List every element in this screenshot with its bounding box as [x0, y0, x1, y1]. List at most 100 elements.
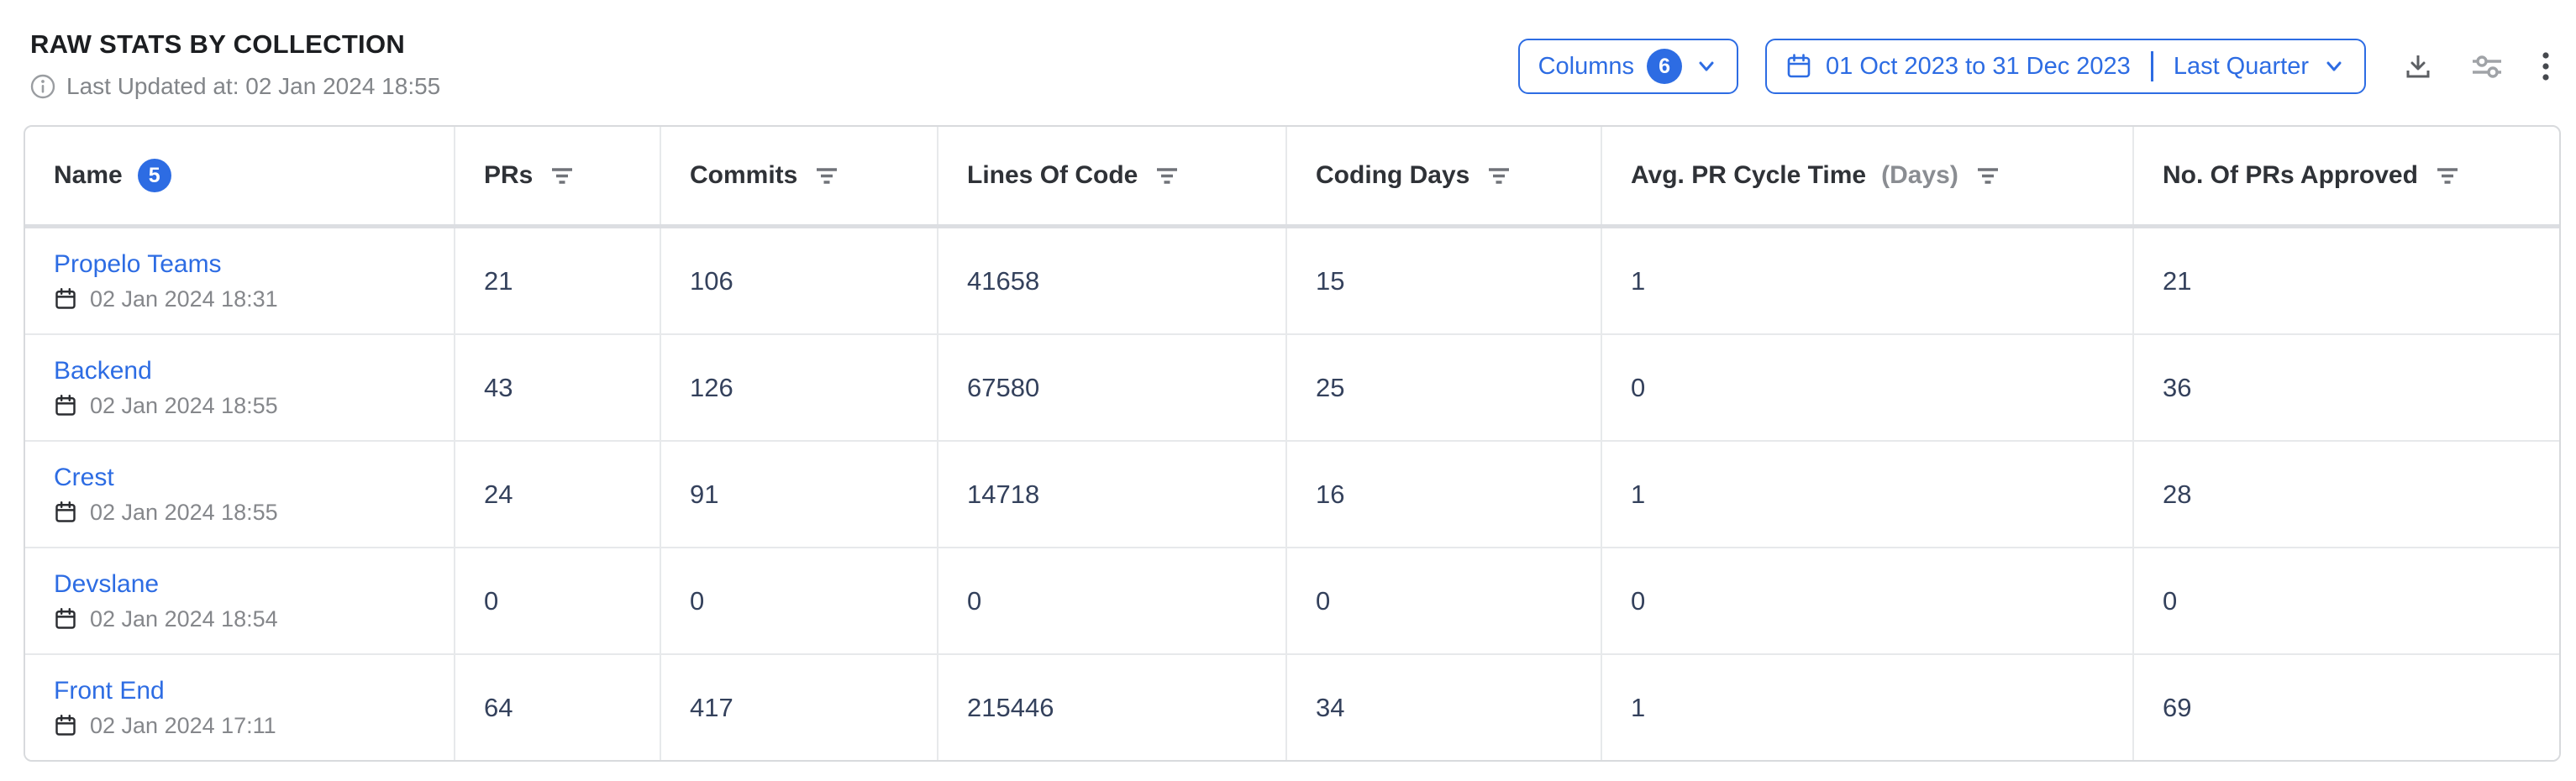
- collection-link[interactable]: Crest: [54, 463, 114, 491]
- column-label: Lines Of Code: [967, 161, 1138, 190]
- table-row: Devslane 02 Jan 2024 18:54 0 0 0 0 0 0: [25, 548, 2559, 656]
- table-body: Propelo Teams 02 Jan 2024 18:31 21 106 41658…: [25, 228, 2559, 761]
- collection-cell: Propelo Teams 02 Jan 2024 18:31: [25, 228, 455, 334]
- column-label-suffix: (Days): [1881, 161, 1958, 190]
- filter-icon[interactable]: [2433, 164, 2462, 187]
- cell-value: 41658: [967, 265, 1040, 296]
- cell-value: 0: [967, 585, 982, 616]
- column-label: Name: [54, 161, 123, 190]
- cell-value: 36: [2163, 372, 2192, 402]
- cell-no-of-prs-approved: 36: [2134, 335, 2559, 440]
- cell-prs: 64: [455, 655, 661, 761]
- cell-avg-pr-cycle-time: 0: [1602, 548, 2134, 654]
- cell-value: 64: [484, 692, 513, 722]
- filter-icon[interactable]: [1974, 164, 2002, 187]
- collection-link[interactable]: Front End: [54, 676, 165, 705]
- cell-prs: 0: [455, 548, 661, 654]
- collection-link[interactable]: Propelo Teams: [54, 249, 222, 278]
- column-label: PRs: [484, 161, 534, 190]
- calendar-icon: [54, 501, 77, 524]
- cell-lines-of-code: 0: [938, 548, 1287, 654]
- row-updated-text: 02 Jan 2024 17:11: [90, 712, 276, 738]
- cell-value: 0: [690, 585, 705, 616]
- cell-value: 69: [2163, 692, 2192, 722]
- cell-value: 16: [1316, 479, 1345, 509]
- cell-value: 28: [2163, 479, 2192, 509]
- row-updated: 02 Jan 2024 18:55: [54, 393, 278, 419]
- cell-value: 1: [1631, 479, 1646, 509]
- cell-lines-of-code: 215446: [938, 655, 1287, 761]
- download-button[interactable]: [2403, 51, 2433, 81]
- cell-commits: 106: [661, 228, 938, 334]
- more-options-button[interactable]: [2541, 50, 2551, 83]
- calendar-icon: [1785, 53, 1812, 80]
- column-header-coding-days: Coding Days: [1287, 127, 1602, 225]
- cell-value: 25: [1316, 372, 1345, 402]
- cell-value: 126: [690, 372, 733, 402]
- table-row: Front End 02 Jan 2024 17:11 64 417 215446 34 1…: [25, 655, 2559, 761]
- info-icon: [30, 74, 55, 99]
- filter-icon[interactable]: [1153, 164, 1181, 187]
- collection-cell: Crest 02 Jan 2024 18:55: [25, 442, 455, 548]
- filter-settings-button[interactable]: [2470, 51, 2504, 81]
- cell-lines-of-code: 41658: [938, 228, 1287, 334]
- column-header-commits: Commits: [661, 127, 938, 225]
- cell-coding-days: 25: [1287, 335, 1602, 441]
- page-title: RAW STATS BY COLLECTION: [30, 29, 406, 59]
- cell-no-of-prs-approved: 28: [2134, 442, 2559, 547]
- calendar-icon: [54, 394, 77, 417]
- download-icon: [2403, 51, 2433, 81]
- row-updated: 02 Jan 2024 18:54: [54, 606, 278, 632]
- cell-value: 215446: [967, 692, 1054, 722]
- chevron-down-icon: [1695, 55, 1718, 78]
- table-row: Crest 02 Jan 2024 18:55 24 91 14718 16 1 28: [25, 442, 2559, 549]
- columns-button[interactable]: Columns 6: [1517, 39, 1739, 94]
- cell-avg-pr-cycle-time: 1: [1602, 655, 2134, 761]
- cell-value: 43: [484, 372, 513, 402]
- cell-commits: 0: [661, 548, 938, 654]
- last-updated-text: Last Updated at: 02 Jan 2024 18:55: [66, 73, 441, 100]
- calendar-icon: [54, 607, 77, 631]
- collection-link[interactable]: Backend: [54, 356, 152, 385]
- cell-value: 21: [2163, 265, 2192, 296]
- cell-value: 0: [484, 585, 499, 616]
- sliders-icon: [2470, 51, 2504, 81]
- cell-coding-days: 16: [1287, 442, 1602, 548]
- cell-value: 34: [1316, 692, 1345, 722]
- filter-icon[interactable]: [812, 164, 841, 187]
- cell-value: 21: [484, 265, 513, 296]
- cell-avg-pr-cycle-time: 1: [1602, 442, 2134, 548]
- cell-value: 0: [1316, 585, 1331, 616]
- cell-prs: 43: [455, 335, 661, 441]
- table-header-row: Name 5 PRs Commits Lines Of Code Coding Days A…: [25, 127, 2559, 229]
- cell-value: 106: [690, 265, 733, 296]
- cell-prs: 21: [455, 228, 661, 334]
- cell-value: 91: [690, 479, 719, 509]
- cell-value: 0: [1631, 372, 1646, 402]
- cell-value: 1: [1631, 265, 1646, 296]
- column-header-lines-of-code: Lines Of Code: [938, 127, 1287, 225]
- cell-commits: 91: [661, 442, 938, 548]
- row-updated-text: 02 Jan 2024 18:31: [90, 286, 278, 312]
- column-label: Commits: [690, 161, 798, 190]
- chevron-down-icon: [2322, 55, 2346, 78]
- cell-no-of-prs-approved: 69: [2134, 655, 2559, 760]
- row-updated: 02 Jan 2024 18:55: [54, 500, 278, 526]
- columns-count-badge: 6: [1647, 49, 1683, 84]
- column-header-prs: PRs: [455, 127, 661, 225]
- collection-cell: Front End 02 Jan 2024 17:11: [25, 655, 455, 761]
- cell-value: 15: [1316, 265, 1345, 296]
- column-header-name: Name 5: [25, 127, 455, 225]
- calendar-icon: [54, 287, 77, 311]
- filter-icon[interactable]: [548, 164, 576, 187]
- cell-coding-days: 15: [1287, 228, 1602, 334]
- kebab-menu-icon: [2541, 50, 2551, 83]
- date-range-button[interactable]: 01 Oct 2023 to 31 Dec 2023 Last Quarter: [1765, 39, 2366, 94]
- collection-link[interactable]: Devslane: [54, 569, 160, 598]
- date-preset-text: Last Quarter: [2173, 52, 2309, 80]
- cell-value: 417: [690, 692, 733, 722]
- cell-value: 0: [1631, 585, 1646, 616]
- filter-icon[interactable]: [1485, 164, 1513, 187]
- row-updated-text: 02 Jan 2024 18:54: [90, 605, 278, 632]
- columns-button-label: Columns: [1538, 52, 1635, 80]
